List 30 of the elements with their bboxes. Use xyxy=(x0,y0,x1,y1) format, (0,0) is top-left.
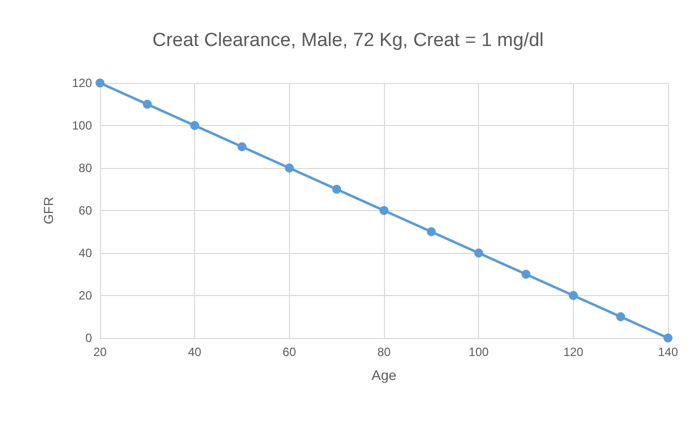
x-tick-label: 120 xyxy=(563,345,584,359)
point xyxy=(616,312,626,322)
point xyxy=(284,164,294,172)
x-tick-label: 100 xyxy=(468,345,489,359)
point xyxy=(96,78,104,88)
y-tick-label: 80 xyxy=(78,161,92,175)
x-tick-label: 80 xyxy=(377,345,391,359)
point xyxy=(380,206,388,215)
point xyxy=(426,227,436,236)
y-axis-title: GFR xyxy=(41,196,56,224)
point xyxy=(664,334,672,342)
chart-title: Creat Clearance, Male, 72 Kg, Creat = 1 mg/dl xyxy=(152,30,544,51)
x-tick-label: 20 xyxy=(93,345,107,359)
y-tick-label: 0 xyxy=(85,331,92,345)
y-tick-label: 100 xyxy=(72,118,92,132)
y-tick-label: 60 xyxy=(78,204,92,218)
x-tick-label: 60 xyxy=(282,345,296,359)
point xyxy=(332,184,342,194)
y-tick-label: 20 xyxy=(78,288,92,302)
point xyxy=(474,248,484,258)
point xyxy=(190,121,200,130)
point xyxy=(238,142,246,152)
y-tick-label: 120 xyxy=(72,76,92,90)
x-tick-label: 140 xyxy=(658,345,678,359)
x-tick-label: 40 xyxy=(188,345,202,359)
point xyxy=(568,291,578,300)
point xyxy=(522,270,530,279)
y-tick-label: 40 xyxy=(78,246,92,260)
point xyxy=(142,100,152,109)
x-axis-title: Age xyxy=(372,367,397,383)
